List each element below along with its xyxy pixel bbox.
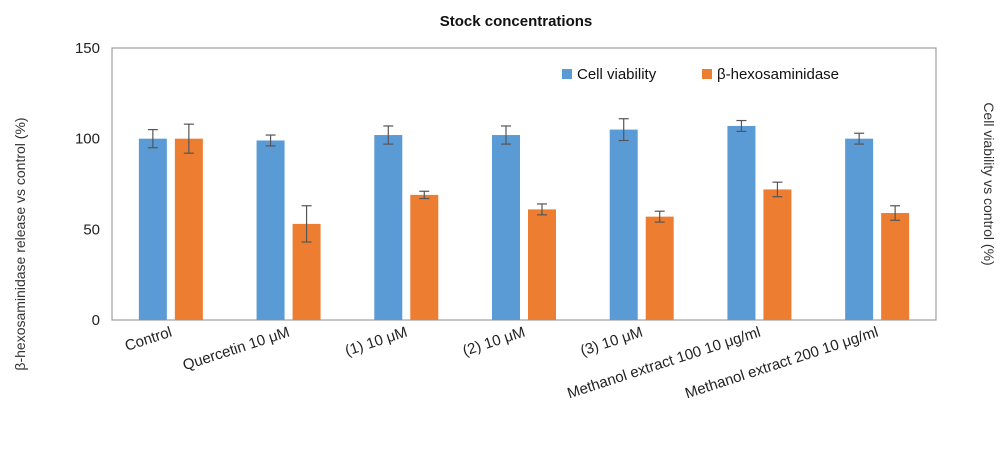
bar-hexosaminidase — [410, 194, 439, 320]
x-tick-label: Methanol extract 200 10 μg/ml — [683, 324, 880, 403]
bar-cell-viability — [374, 135, 403, 320]
legend-label: β-hexosaminidase — [717, 66, 839, 83]
bar-hexosaminidase — [174, 138, 203, 320]
y-tick-label: 150 — [75, 40, 100, 57]
y-tick-label: 100 — [75, 131, 100, 148]
bar-hexosaminidase — [645, 216, 674, 320]
plot-area: 0 50 100 150 Control Quercetin 10 μM (1) 10 μM… — [75, 40, 937, 403]
bar-cell-viability — [845, 138, 874, 320]
bar-hexosaminidase — [528, 209, 556, 320]
bar-cell-viability — [492, 135, 520, 320]
x-tick-label: Methanol extract 100 10 μg/ml — [565, 324, 762, 403]
secondary-y-axis-title: Cell viability vs control (%) — [981, 102, 997, 265]
bar-cell-viability — [138, 138, 167, 320]
bar-hexosaminidase — [881, 213, 910, 320]
bar-cell-viability — [256, 140, 285, 320]
legend-swatch — [702, 69, 712, 79]
bar-cell-viability — [727, 125, 756, 321]
chart-title: Stock concentrations — [440, 13, 593, 30]
x-tick-label: (3) 10 μM — [578, 324, 645, 360]
plot-border — [111, 47, 937, 321]
y-tick-label: 0 — [92, 312, 100, 329]
x-tick-label: Quercetin 10 μM — [181, 324, 292, 375]
y-axis-title: β-hexosaminidase release vs control (%) — [12, 117, 28, 370]
legend-swatch — [562, 69, 572, 79]
bar-hexosaminidase — [763, 189, 792, 320]
x-tick-label: (2) 10 μM — [461, 324, 528, 360]
x-tick-label: (1) 10 μM — [343, 324, 410, 360]
x-tick-label: Control — [123, 324, 174, 355]
y-tick-label: 50 — [83, 221, 100, 238]
bar-cell-viability — [609, 129, 638, 320]
legend-label: Cell viability — [577, 66, 657, 83]
